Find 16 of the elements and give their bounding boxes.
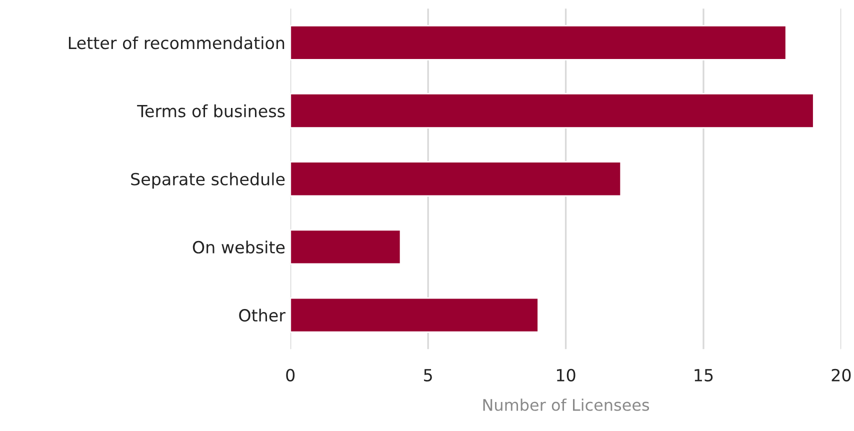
- x-tick-label: 20: [832, 368, 851, 382]
- bar: [290, 93, 814, 128]
- y-tick-label: Letter of recommendation: [68, 36, 284, 50]
- y-tick-label: Separate schedule: [131, 172, 285, 189]
- x-tick-label: 5: [424, 369, 432, 382]
- y-tick-label: On website: [192, 240, 285, 254]
- y-tick-label: Terms of business: [137, 104, 285, 118]
- x-axis-title: Number of Licensees: [483, 398, 650, 411]
- x-tick-label: 15: [694, 369, 713, 382]
- y-tick-label: Other: [239, 308, 286, 322]
- bar: [290, 229, 402, 265]
- bar: [290, 24, 787, 60]
- bar: [290, 297, 539, 333]
- x-tick-label: 0: [286, 368, 295, 382]
- bar: [290, 161, 622, 197]
- x-tick-label: 10: [557, 368, 576, 382]
